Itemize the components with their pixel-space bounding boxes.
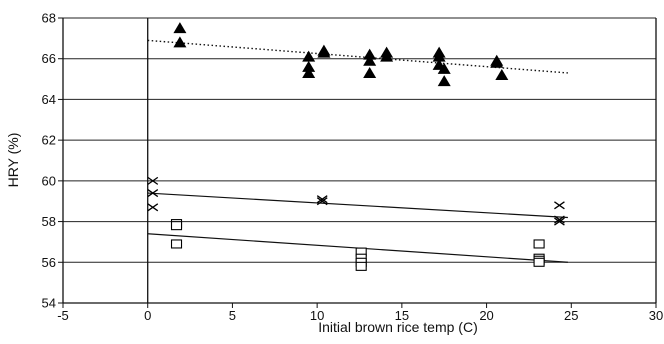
square-point bbox=[355, 261, 367, 271]
y-tick-label: 58 bbox=[42, 214, 56, 229]
triangle-point bbox=[173, 36, 187, 48]
triangle-point bbox=[432, 50, 446, 62]
triangle-point bbox=[380, 50, 394, 62]
triangle-point bbox=[437, 62, 451, 74]
x-point bbox=[147, 189, 159, 198]
y-tick-label: 60 bbox=[42, 173, 56, 188]
y-tick-label: 54 bbox=[42, 296, 56, 311]
triangle-point bbox=[173, 22, 187, 34]
x-tick-label: 0 bbox=[144, 308, 151, 323]
x-tick-label: -5 bbox=[57, 308, 69, 323]
x-point bbox=[147, 176, 159, 185]
triangle-point bbox=[302, 50, 316, 62]
y-tick-label: 68 bbox=[42, 11, 56, 26]
x-point bbox=[316, 195, 328, 204]
triangle-point bbox=[302, 66, 316, 78]
y-tick-label: 64 bbox=[42, 92, 56, 107]
y-axis-label: HRY (%) bbox=[5, 133, 21, 188]
x-point bbox=[554, 217, 565, 226]
x-point bbox=[554, 215, 565, 224]
y-tick-label: 56 bbox=[42, 255, 56, 270]
plot-area: -5 0 5 10 15 20 25 30 54 56 58 60 62 64 66 68 bbox=[42, 11, 664, 324]
triangle-point bbox=[363, 48, 377, 60]
triangle-point bbox=[495, 69, 509, 80]
square-point bbox=[170, 221, 183, 231]
triangle-point bbox=[302, 60, 316, 72]
y-tick-label: 62 bbox=[42, 133, 56, 148]
x-tick-label: 15 bbox=[395, 308, 409, 323]
triangle-point bbox=[317, 46, 331, 58]
x-tick-label: 25 bbox=[564, 308, 578, 323]
x-point bbox=[147, 203, 159, 212]
x-tick-label: 10 bbox=[310, 308, 324, 323]
x-point bbox=[316, 197, 328, 206]
triangle-point bbox=[437, 75, 451, 87]
square-point bbox=[170, 239, 183, 249]
x-tick-label: 20 bbox=[479, 308, 493, 323]
triangle-point bbox=[363, 54, 377, 66]
trend-line-triangle bbox=[147, 39, 568, 74]
triangle-point bbox=[363, 66, 377, 78]
x-tick-label: 30 bbox=[649, 308, 663, 323]
x-tick-label: 5 bbox=[229, 308, 236, 323]
trend-line-x bbox=[147, 192, 568, 219]
x-axis-label: Initial brown rice temp (C) bbox=[318, 319, 478, 335]
square-point bbox=[533, 239, 545, 249]
x-point bbox=[554, 201, 565, 210]
triangle-point bbox=[490, 56, 504, 68]
y-tick-label: 66 bbox=[42, 51, 56, 66]
square-point bbox=[533, 257, 545, 267]
